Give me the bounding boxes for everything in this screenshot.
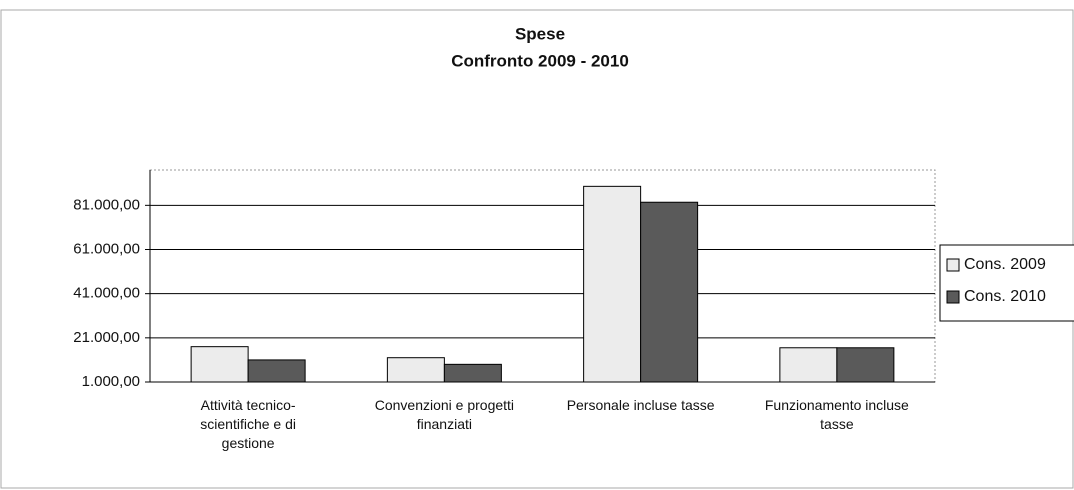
bar [640, 201, 699, 383]
legend-swatch [946, 258, 960, 272]
legend-label: Cons. 2009 [964, 256, 1046, 273]
x-tick-label-box: Attività tecnico-scientifiche e di gesti… [200, 397, 296, 451]
bar [190, 346, 249, 383]
x-tick-label: Attività tecnico-scientifiche e di gesti… [200, 397, 296, 451]
y-tick-label: 1.000,00 [82, 373, 140, 390]
y-tick-label: 21.000,00 [73, 329, 140, 346]
x-tick-label-box: Funzionamento incluse tasse [764, 397, 909, 432]
y-tick-label: 61.000,00 [73, 240, 140, 257]
bar [583, 185, 642, 383]
chart-title: Spese [515, 24, 565, 43]
y-tick-label: 41.000,00 [73, 285, 140, 302]
x-tick-label: Funzionamento incluse tasse [764, 397, 909, 432]
bar [247, 359, 306, 383]
legend-swatch [946, 290, 960, 304]
legend-label: Cons. 2010 [964, 288, 1046, 305]
chart-subtitle: Confronto 2009 - 2010 [451, 51, 629, 70]
bar [443, 363, 502, 383]
x-tick-label: Personale incluse tasse [566, 397, 715, 413]
bar [779, 347, 838, 383]
x-tick-label-box: Convenzioni e progetti finanziati [374, 397, 515, 432]
y-tick-label: 81.000,00 [73, 196, 140, 213]
legend-box [939, 244, 1074, 322]
bar [386, 357, 445, 383]
bar [836, 347, 895, 383]
x-tick-label: Convenzioni e progetti finanziati [374, 397, 515, 432]
x-tick-label-box: Personale incluse tasse [566, 397, 715, 413]
